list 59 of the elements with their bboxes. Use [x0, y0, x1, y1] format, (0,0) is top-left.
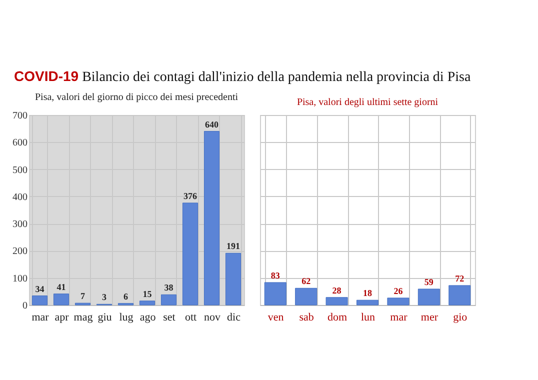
x-tick-label: apr: [54, 312, 70, 324]
data-label: 3: [102, 292, 107, 302]
x-tick-label: ott: [184, 312, 197, 324]
x-tick-label: lun: [360, 312, 376, 324]
x-tick-label: sab: [299, 312, 314, 324]
bar: [264, 282, 286, 306]
chart-title: COVID-19 Bilancio dei contagi dall'inizio della pandemia nella provincia di Pisa: [14, 68, 471, 86]
data-label: 62: [302, 276, 312, 286]
x-tick-label: nov: [204, 312, 221, 324]
data-label: 6: [124, 291, 128, 302]
y-tick-label: 400: [12, 192, 28, 203]
data-label: 59: [424, 276, 434, 287]
x-tick-label: gio: [453, 312, 468, 324]
data-label: 34: [35, 284, 45, 294]
x-tick-label: set: [163, 312, 176, 324]
data-label: 191: [226, 241, 240, 252]
bar: [204, 131, 220, 306]
bar: [356, 300, 378, 306]
x-tick-label: giu: [98, 312, 112, 324]
x-tick-label: lug: [119, 312, 134, 324]
y-tick-label: 700: [12, 110, 28, 122]
bar: [418, 288, 440, 306]
y-tick-label: 0: [22, 300, 28, 312]
bar: [225, 252, 242, 306]
x-tick-label: dic: [227, 312, 241, 324]
y-tick-label: 200: [12, 246, 28, 258]
data-label: 41: [56, 282, 66, 292]
data-label: 38: [164, 282, 174, 293]
x-tick-label: ago: [140, 312, 156, 324]
x-tick-label: mar: [390, 312, 408, 324]
data-label: 28: [332, 285, 342, 296]
x-tick-label: mar: [32, 312, 50, 324]
data-label: 15: [142, 288, 152, 299]
y-tick-label: 600: [12, 138, 28, 149]
bar: [448, 285, 471, 306]
data-label: 376: [184, 190, 198, 201]
data-label: 26: [394, 286, 404, 296]
bar: [160, 294, 177, 306]
bar: [139, 300, 156, 306]
chart-subtitle: Pisa, valori degli ultimi sette giorni: [296, 97, 438, 108]
data-label: 72: [455, 273, 465, 284]
x-tick-label: mer: [420, 312, 438, 324]
y-tick-label: 500: [12, 164, 28, 176]
chart-subtitle: Pisa, valori del giorno di picco dei mesi precedenti: [35, 92, 238, 103]
x-tick-label: ven: [268, 312, 284, 324]
bar: [32, 296, 48, 306]
x-tick-label: mag: [74, 312, 94, 324]
y-tick-label: 100: [12, 273, 28, 284]
bar: [326, 297, 348, 306]
data-label: 640: [205, 119, 219, 130]
bar: [295, 288, 318, 306]
data-label: 18: [363, 288, 372, 298]
bar: [182, 202, 198, 306]
bar: [53, 294, 70, 306]
x-tick-label: dom: [328, 312, 348, 324]
bar: [387, 298, 410, 306]
data-label: 7: [80, 291, 86, 302]
y-tick-label: 300: [12, 219, 28, 230]
data-label: 83: [270, 270, 280, 280]
